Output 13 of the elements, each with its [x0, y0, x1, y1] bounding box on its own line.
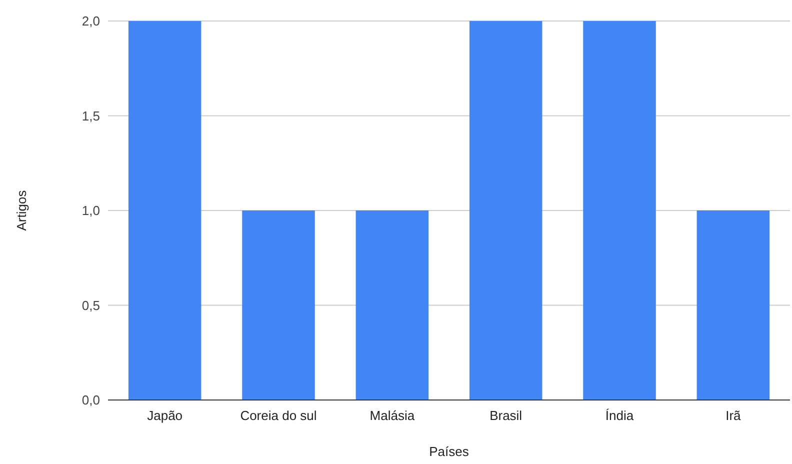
y-tick-label: 1,0	[82, 203, 100, 218]
y-axis-title: Artigos	[14, 190, 29, 231]
y-tick-label: 0,5	[82, 298, 100, 313]
x-tick-label: Brasil	[490, 408, 522, 423]
x-tick-label: Japão	[147, 408, 183, 423]
x-tick-label: Coreia do sul	[240, 408, 317, 423]
x-tick-label: Irã	[726, 408, 742, 423]
x-tick-label: Malásia	[370, 408, 416, 423]
y-tick-label: 0,0	[82, 392, 100, 408]
x-axis-title: Países	[429, 444, 470, 459]
x-tick-label: Índia	[605, 408, 634, 423]
y-tick-label: 2,0	[82, 14, 100, 29]
y-tick-label: 1,5	[82, 108, 100, 124]
